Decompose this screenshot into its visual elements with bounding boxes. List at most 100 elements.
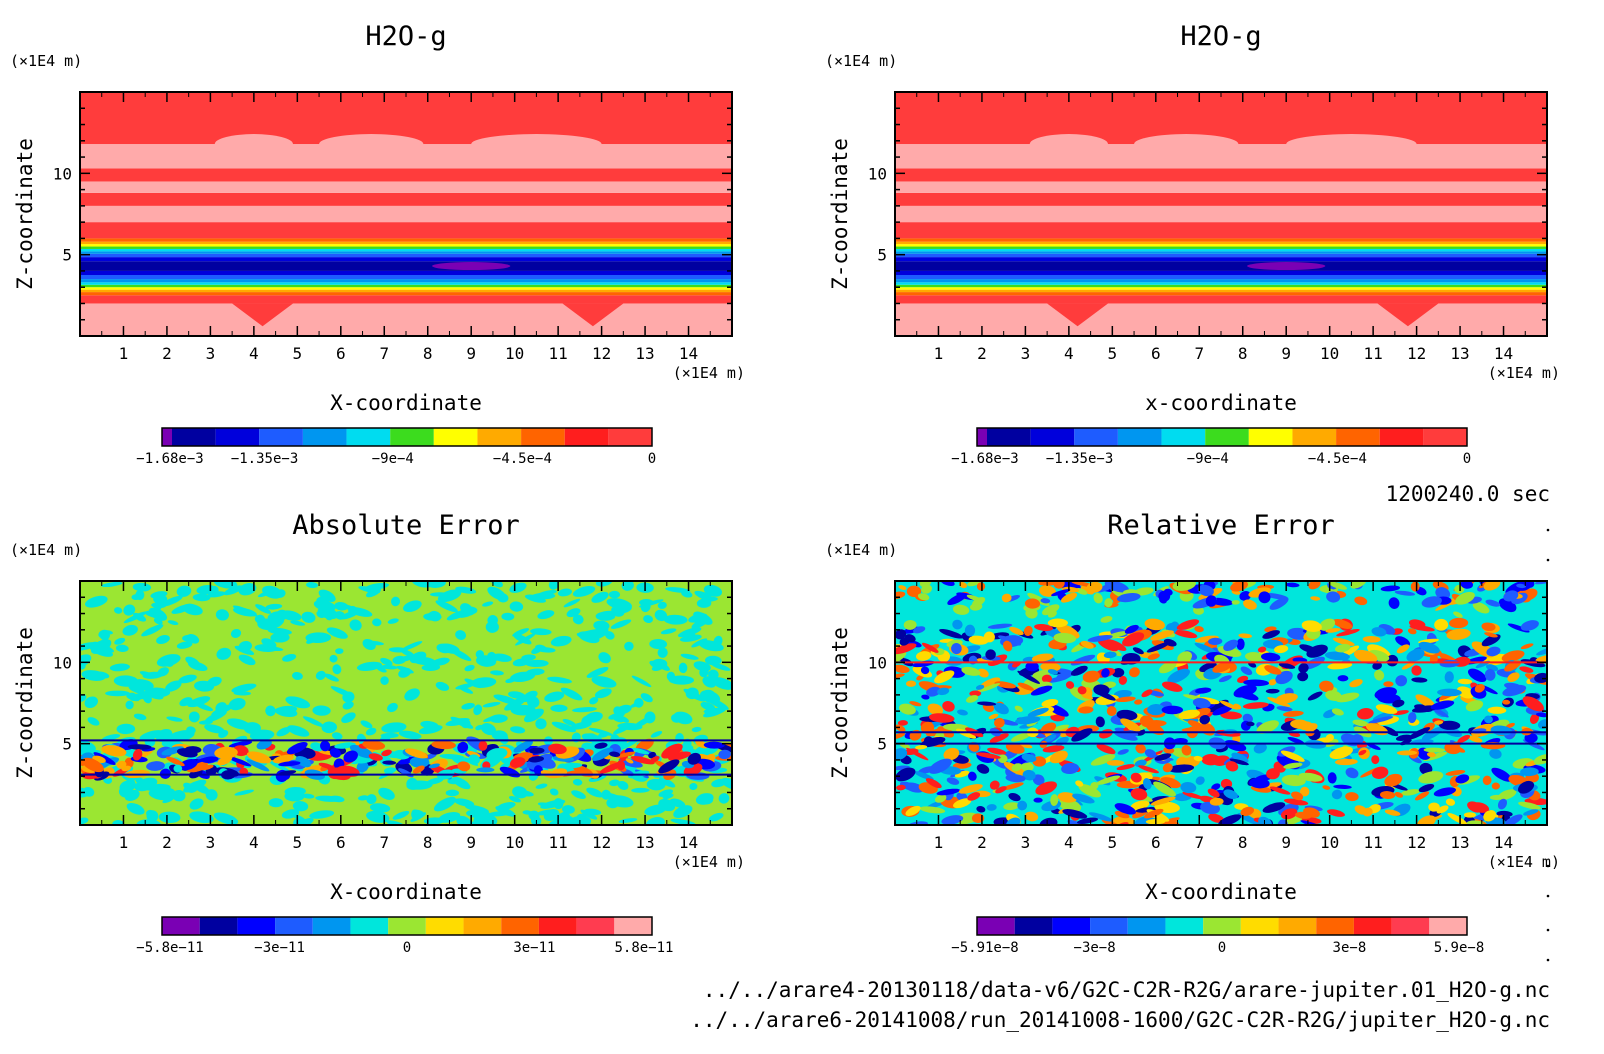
chart-title: Absolute Error (292, 510, 520, 541)
colorbar: −1.68e−3 −1.35e−3 −9e−4 −4.5e−4 0 (951, 427, 1471, 467)
colorbar-swatch (390, 428, 434, 446)
colorbar-swatch (608, 428, 652, 446)
x-tick-label: 10 (1320, 344, 1339, 363)
x-tick-label: 5 (1108, 344, 1118, 363)
x-tick-label: 5 (293, 344, 303, 363)
x-tick-label: 14 (1494, 344, 1513, 363)
y-axis-label: Z-coordinate (13, 138, 37, 290)
x-tick-label: 3 (206, 344, 216, 363)
colorbar-swatch (1165, 917, 1204, 935)
colorbar-swatch (521, 428, 565, 446)
x-tick-label: 2 (162, 833, 172, 852)
x-tick-label: 8 (1238, 833, 1248, 852)
x-tick-label: 6 (1151, 344, 1161, 363)
x-tick-label: 13 (635, 344, 654, 363)
x-tick-label: 12 (1407, 344, 1426, 363)
x-tick-label: 9 (1281, 344, 1291, 363)
x-tick-label: 14 (1494, 833, 1513, 852)
chart-title: H2O-g (365, 21, 446, 52)
x-axis-label: x-coordinate (1145, 391, 1297, 415)
margin-dot (1546, 958, 1550, 962)
colorbar-tick-label: −5.8e−11 (136, 940, 203, 956)
colorbar-tick-label: 3e−8 (1333, 940, 1367, 956)
x-tick-label: 11 (549, 833, 568, 852)
colorbar-swatch (350, 917, 389, 935)
colorbar-frame (976, 427, 1468, 447)
colorbar-swatch (463, 917, 502, 935)
x-tick-label: 2 (162, 344, 172, 363)
colorbar-tick-label: −9e−4 (1187, 451, 1229, 467)
x-unit-label: (×1E4 m) (673, 853, 745, 871)
colorbar-tick-label: −4.5e−4 (493, 451, 552, 467)
colorbar-swatch (977, 917, 1015, 935)
colorbar-swatch (477, 428, 522, 446)
y-tick-label: 10 (53, 653, 72, 672)
colorbar-swatch (1429, 917, 1467, 935)
y-unit-label: (×1E4 m) (10, 52, 82, 70)
x-tick-label: 7 (1194, 833, 1204, 852)
x-tick-label: 5 (293, 833, 303, 852)
colorbar-tick-label: −1.68e−3 (951, 451, 1018, 467)
colorbar-swatch (564, 428, 609, 446)
x-tick-label: 6 (336, 833, 346, 852)
footer-file-1: ../../arare4-20130118/data-v6/G2C-C2R-R2… (703, 978, 1550, 1002)
colorbar-swatch (425, 917, 464, 935)
colorbar-tick-label: 3e−11 (513, 940, 555, 956)
colorbar-swatch (501, 917, 539, 935)
colorbar-tick-label: −1.35e−3 (231, 451, 298, 467)
x-tick-label: 14 (679, 344, 698, 363)
decorative-dots (1546, 528, 1550, 962)
colorbar-tick-label: 0 (648, 451, 656, 467)
y-tick-label: 5 (62, 735, 72, 754)
y-tick-label: 10 (868, 164, 887, 183)
colorbar-swatch (1203, 917, 1241, 935)
colorbar-swatch (433, 428, 478, 446)
x-tick-label: 13 (635, 833, 654, 852)
time-label: 1200240.0 sec (1386, 482, 1550, 506)
colorbar-swatch (1423, 428, 1467, 446)
x-tick-label: 4 (249, 344, 259, 363)
x-tick-label: 3 (1021, 344, 1031, 363)
colorbar-swatch (977, 428, 987, 446)
colorbar-frame (161, 427, 653, 447)
x-tick-label: 11 (1364, 344, 1383, 363)
x-tick-label: 10 (505, 344, 524, 363)
colorbar-swatch (1127, 917, 1166, 935)
colorbar-tick-label: 5.9e−8 (1434, 940, 1485, 956)
chart-title: Relative Error (1107, 510, 1335, 541)
colorbar-swatch (162, 428, 172, 446)
x-tick-label: 2 (977, 833, 987, 852)
colorbar-swatch (1117, 428, 1162, 446)
colorbar-swatch (576, 917, 615, 935)
x-tick-label: 1 (934, 833, 944, 852)
x-tick-label: 14 (679, 833, 698, 852)
x-tick-label: 8 (423, 833, 433, 852)
x-tick-label: 2 (977, 344, 987, 363)
margin-dot (1546, 894, 1550, 898)
colorbar-swatch (1292, 428, 1337, 446)
contour-field (80, 92, 732, 336)
y-tick-label: 5 (877, 735, 887, 754)
x-tick-label: 4 (1064, 344, 1074, 363)
colorbar-swatch (346, 428, 391, 446)
x-tick-label: 9 (466, 833, 476, 852)
colorbar: −1.68e−3 −1.35e−3 −9e−4 −4.5e−4 0 (136, 427, 656, 467)
x-axis-label: X-coordinate (1145, 880, 1297, 904)
colorbar-swatch (302, 428, 347, 446)
x-tick-label: 9 (466, 344, 476, 363)
x-tick-label: 7 (379, 344, 389, 363)
colorbar-swatch (987, 428, 1031, 446)
y-tick-label: 5 (877, 246, 887, 265)
x-tick-label: 4 (1064, 833, 1074, 852)
colorbar-tick-label: −3e−11 (254, 940, 305, 956)
colorbar-swatch (162, 917, 200, 935)
y-axis-label: Z-coordinate (828, 627, 852, 779)
x-tick-label: 5 (1108, 833, 1118, 852)
y-axis-label: Z-coordinate (13, 627, 37, 779)
colorbar-swatch (1205, 428, 1249, 446)
colorbar-swatch (215, 428, 260, 446)
colorbar-tick-label: 0 (403, 940, 411, 956)
